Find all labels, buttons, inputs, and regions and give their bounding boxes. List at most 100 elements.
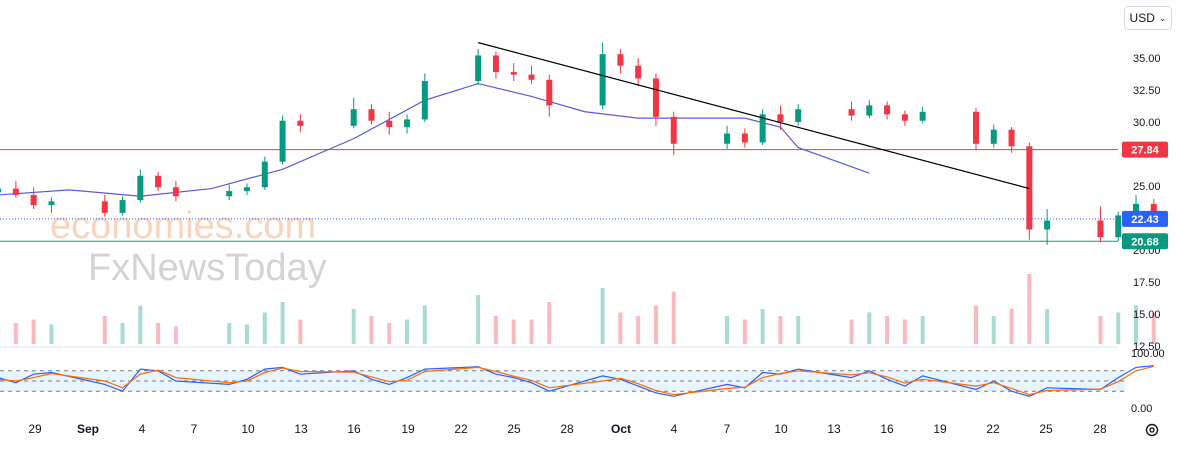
price-tag: 22.43 — [1122, 211, 1168, 227]
candle — [351, 98, 357, 129]
candle — [262, 157, 268, 190]
price-tick-label: 17.50 — [1133, 277, 1161, 289]
volume-bar — [1116, 313, 1120, 345]
candle — [724, 126, 730, 149]
candle — [671, 112, 677, 156]
watermark-line2: FxNewsToday — [88, 247, 327, 289]
candle — [1097, 206, 1103, 242]
volume-bar — [298, 320, 302, 345]
volume-bar — [14, 323, 18, 344]
candle — [422, 73, 428, 122]
time-tick-label: 4 — [139, 422, 146, 436]
volume-bar — [512, 320, 516, 345]
candle — [1009, 127, 1015, 153]
volume-bar — [601, 288, 605, 344]
volume-bar — [530, 320, 534, 345]
price-tick-label: 30.00 — [1133, 117, 1161, 129]
volume-bar — [654, 306, 658, 345]
volume-bar — [850, 320, 854, 345]
candle — [1026, 142, 1032, 239]
volume-bar — [263, 313, 267, 345]
time-tick-label: 10 — [774, 422, 788, 436]
candle — [386, 112, 392, 135]
volume-bar — [921, 316, 925, 344]
candle — [973, 108, 979, 150]
time-tick-label: 19 — [933, 422, 947, 436]
candle — [617, 49, 623, 73]
time-tick-label: 29 — [28, 422, 42, 436]
volume-bar — [103, 316, 107, 344]
volume-bar — [49, 324, 53, 344]
moving-average — [0, 84, 869, 197]
watermark-line1: economies.com — [50, 205, 316, 247]
volume-bar — [636, 316, 640, 344]
candle — [529, 66, 535, 84]
gear-icon[interactable] — [1144, 422, 1160, 438]
time-tick-label: 4 — [671, 422, 678, 436]
moving-average-line — [0, 84, 869, 197]
time-tick-label: 13 — [827, 422, 841, 436]
time-tick-label: 7 — [191, 422, 198, 436]
volume-bar — [778, 316, 782, 344]
price-tick-label: 32.50 — [1133, 85, 1161, 97]
candle — [546, 75, 552, 117]
time-tick-label: 25 — [507, 422, 521, 436]
candle — [884, 102, 890, 120]
candle — [795, 104, 801, 126]
volume-bar — [405, 320, 409, 345]
volume-bar — [743, 320, 747, 345]
volume-bar — [885, 316, 889, 344]
time-tick-label: 28 — [560, 422, 574, 436]
candle — [0, 183, 1, 198]
volume-bar — [867, 313, 871, 345]
time-tick-label: 28 — [1093, 422, 1107, 436]
time-tick-label: 16 — [880, 422, 894, 436]
volume-bar — [156, 323, 160, 344]
time-tick-label: Oct — [611, 422, 631, 436]
resistance-trendline[interactable] — [478, 43, 1029, 189]
time-tick-label: 16 — [347, 422, 361, 436]
oscillator-pane — [0, 366, 1154, 397]
candle — [742, 128, 748, 147]
watermark: economies.com FxNewsToday — [50, 205, 327, 289]
volume-bar — [121, 323, 125, 344]
chevron-down-icon: ⌄ — [1159, 13, 1167, 24]
volume-bar — [903, 320, 907, 345]
volume-bar — [1027, 274, 1031, 344]
volume-bar — [547, 302, 551, 344]
price-tag: 20.68 — [1122, 233, 1168, 249]
volume-bar — [1010, 309, 1014, 344]
volume-bar — [672, 292, 676, 345]
candle — [244, 183, 250, 195]
trendline[interactable] — [478, 43, 1029, 189]
candle — [368, 104, 374, 124]
volume-bar — [992, 316, 996, 344]
candle — [404, 114, 410, 133]
candle — [991, 125, 997, 148]
candle — [1044, 209, 1050, 245]
oscillator-tick-label: 0.00 — [1131, 403, 1152, 415]
currency-selector[interactable]: USD ⌄ — [1124, 6, 1172, 30]
volume-bar — [174, 327, 178, 345]
time-tick-label: 22 — [454, 422, 468, 436]
time-tick-label: 7 — [724, 422, 731, 436]
volume-bar — [352, 309, 356, 344]
volume-bar — [725, 316, 729, 344]
candle — [866, 100, 872, 118]
candle — [849, 102, 855, 121]
time-tick-label: 13 — [294, 422, 308, 436]
volume-bar — [761, 309, 765, 344]
price-tick-label: 25.00 — [1133, 181, 1161, 193]
volume-bar — [423, 306, 427, 345]
volume-bar — [618, 313, 622, 345]
currency-label: USD — [1130, 11, 1155, 25]
time-tick-label: 10 — [241, 422, 255, 436]
volume-bar — [245, 324, 249, 344]
time-tick-label: 22 — [986, 422, 1000, 436]
candle — [173, 181, 179, 201]
price-tag: 27.84 — [1122, 142, 1168, 158]
volume-bar — [476, 295, 480, 344]
